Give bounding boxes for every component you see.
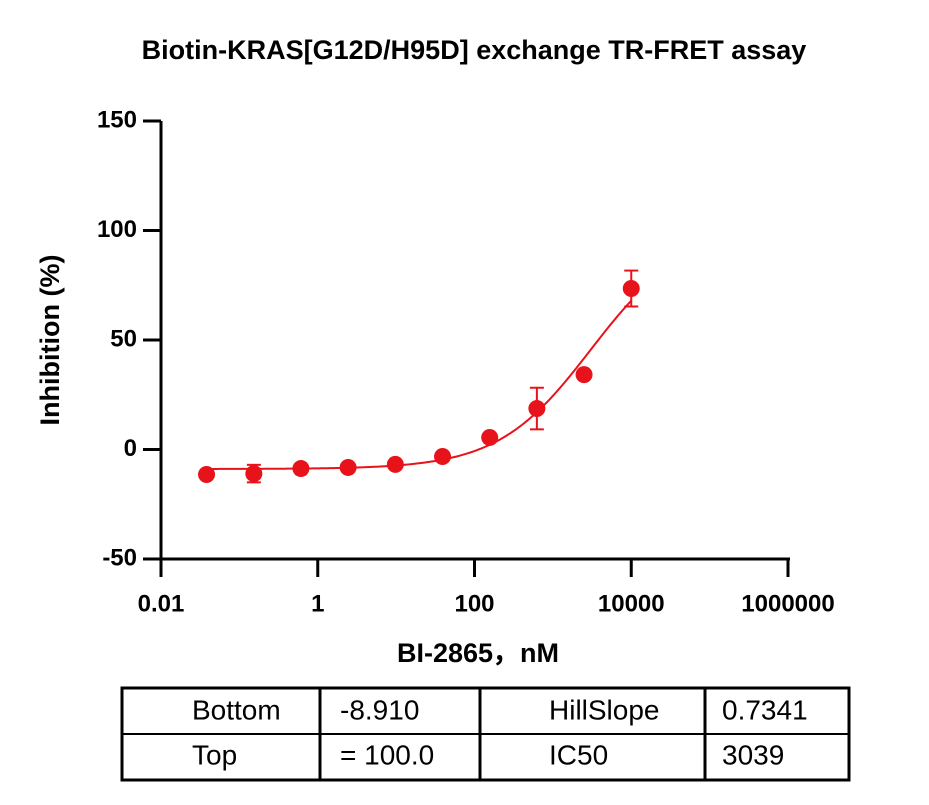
y-tick-label: -50 <box>102 544 137 571</box>
table-cell: 3039 <box>722 739 784 770</box>
data-point <box>528 400 546 418</box>
y-tick-label: 50 <box>110 325 137 352</box>
chart-title: Biotin-KRAS[G12D/H95D] exchange TR-FRET … <box>142 35 807 65</box>
table-cell: 0.7341 <box>722 694 808 725</box>
y-tick-label: 100 <box>97 216 137 243</box>
table-cell: = 100.0 <box>340 739 434 770</box>
x-axis-label: BI-2865，nM <box>397 638 559 668</box>
table-cell: Bottom <box>192 694 281 725</box>
fit-curve <box>206 300 632 470</box>
data-point <box>198 465 216 483</box>
y-axis-label: Inhibition (%) <box>35 255 65 426</box>
x-tick-label: 10000 <box>598 590 665 617</box>
data-point <box>434 448 452 466</box>
data-point <box>575 366 593 384</box>
y-tick-label: 150 <box>97 106 137 133</box>
data-point <box>481 428 499 446</box>
table-cell: IC50 <box>549 739 608 770</box>
data-point <box>622 280 640 298</box>
data-point <box>245 465 263 483</box>
x-tick-label: 1000000 <box>741 590 834 617</box>
table-cell: HillSlope <box>549 694 660 725</box>
table-cell: -8.910 <box>340 694 419 725</box>
y-tick-label: 0 <box>124 435 137 462</box>
x-tick-label: 1 <box>311 590 324 617</box>
data-point <box>292 460 310 478</box>
data-point <box>339 458 357 476</box>
x-tick-label: 0.01 <box>138 590 185 617</box>
data-point <box>386 455 404 473</box>
x-tick-label: 100 <box>454 590 494 617</box>
table-cell: Top <box>192 739 237 770</box>
results-table <box>120 686 851 782</box>
